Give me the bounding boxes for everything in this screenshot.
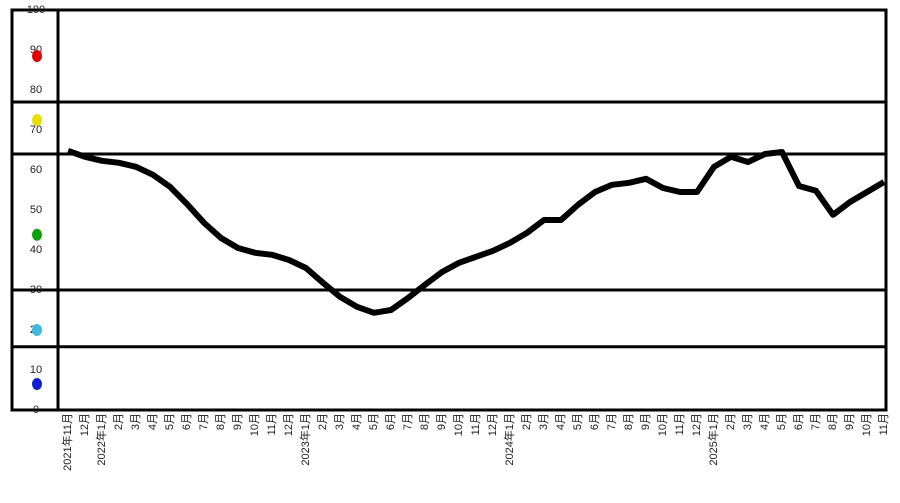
x-tick-label: 10月 [249, 413, 261, 436]
y-tick-label: 40 [30, 244, 42, 256]
x-tick-label: 2025年1月 [706, 413, 720, 466]
x-tick-label: 3月 [538, 413, 550, 430]
y-tick-label: 0 [33, 404, 39, 416]
y-tick-label: 10 [30, 364, 42, 376]
x-tick-label: 7月 [402, 413, 414, 430]
y-tick-label: 30 [30, 284, 42, 296]
x-tick-label: 4月 [351, 413, 363, 430]
x-tick-label: 2024年1月 [502, 413, 516, 466]
x-tick-label: 11月 [674, 413, 686, 435]
x-tick-label: 10月 [861, 413, 873, 436]
plot-frame [10, 8, 888, 412]
x-tick-label: 3月 [742, 413, 754, 430]
x-tick-label: 2021年11月 [60, 413, 74, 471]
x-tick-label: 11月 [878, 413, 890, 435]
x-tick-label: 11月 [470, 413, 482, 435]
y-tick-label: 50 [30, 204, 42, 216]
x-tick-label: 6月 [589, 413, 601, 430]
signal-light [32, 228, 42, 241]
x-tick-label: 10月 [657, 413, 669, 436]
x-tick-label: 8月 [623, 413, 635, 430]
y-tick-label: 70 [30, 124, 42, 136]
x-tick-label: 9月 [640, 413, 652, 430]
x-tick-label: 3月 [130, 413, 142, 430]
x-tick-label: 6月 [793, 413, 805, 430]
x-tick-label: 10月 [453, 413, 465, 436]
x-tick-label: 7月 [810, 413, 822, 430]
signal-light [32, 324, 42, 336]
data-line [67, 147, 886, 316]
x-tick-label: 12月 [691, 413, 703, 436]
signal-light [32, 378, 42, 390]
x-tick-label: 7月 [198, 413, 210, 430]
x-tick-label: 7月 [606, 413, 618, 430]
x-tick-label: 2月 [317, 413, 329, 430]
y-tick-label: 60 [30, 164, 42, 176]
x-tick-label: 5月 [164, 413, 176, 430]
x-tick-label: 8月 [827, 413, 839, 430]
x-tick-label: 5月 [368, 413, 380, 430]
x-tick-label: 6月 [181, 413, 193, 430]
y-tick-label: 100 [27, 4, 45, 16]
x-tick-label: 6月 [385, 413, 397, 430]
x-tick-label: 2022年1月 [94, 413, 108, 466]
x-tick-label: 4月 [759, 413, 771, 430]
x-tick-label: 8月 [419, 413, 431, 430]
x-tick-label: 4月 [555, 413, 567, 430]
x-tick-label: 3月 [334, 413, 346, 430]
x-tick-label: 8月 [215, 413, 227, 430]
x-tick-label: 2月 [521, 413, 533, 430]
x-tick-label: 12月 [79, 413, 91, 436]
y-tick-label: 80 [30, 84, 42, 96]
x-tick-label: 9月 [436, 413, 448, 430]
x-tick-label: 5月 [776, 413, 788, 430]
x-tick-label: 11月 [266, 413, 278, 435]
x-tick-label: 4月 [147, 413, 159, 430]
signal-light [32, 114, 42, 126]
x-tick-label: 5月 [572, 413, 584, 430]
x-tick-label: 12月 [487, 413, 499, 436]
x-tick-label: 2月 [113, 413, 125, 430]
x-tick-label: 2023年1月 [298, 413, 312, 466]
x-tick-label: 2月 [725, 413, 737, 430]
x-tick-label: 9月 [844, 413, 856, 430]
x-tick-label: 9月 [232, 413, 244, 430]
x-tick-label: 12月 [283, 413, 295, 436]
signal-light [32, 50, 42, 62]
